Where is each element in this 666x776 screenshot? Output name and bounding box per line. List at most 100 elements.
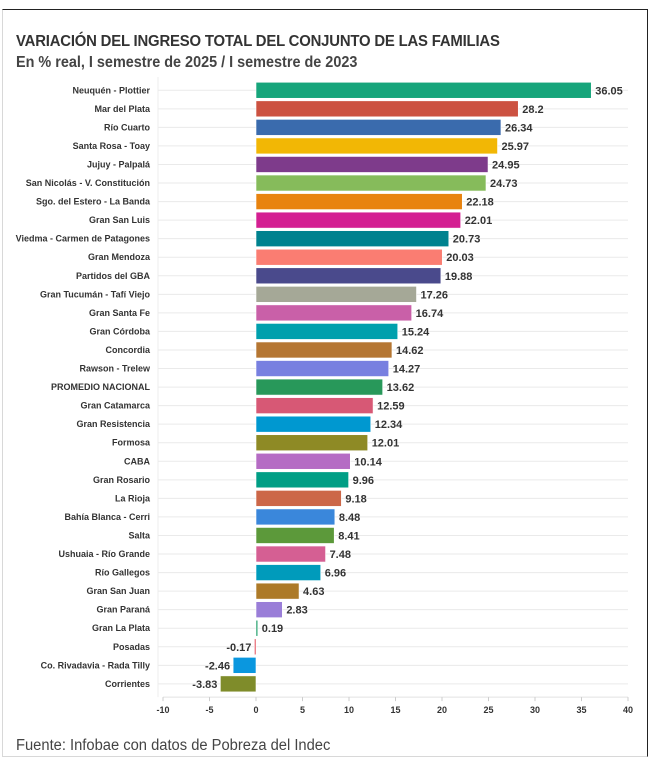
x-tick-label: 15 [390,705,400,715]
value-label: -3.83 [192,679,217,691]
bar[interactable] [255,100,519,118]
category-label: Partidos del GBA [76,271,151,281]
bar[interactable] [255,564,322,581]
category-label: San Nicolás - V. Constitución [26,178,150,188]
value-label: 14.62 [396,345,424,357]
value-label: 20.03 [446,252,474,264]
x-tick-label: -5 [205,705,213,715]
bar[interactable] [255,490,342,507]
category-label: Posadas [113,642,150,652]
category-label: Río Gallegos [95,568,150,578]
x-tick-label: 40 [623,705,633,715]
category-label: Sgo. del Estero - La Banda [36,197,151,207]
category-label: Gran Santa Fe [89,308,150,318]
category-labels: Neuquén - Plottier Mar del Plata Río Cuart… [16,85,151,689]
bar[interactable] [255,378,383,396]
category-label: Gran San Juan [86,586,150,596]
value-label: 22.01 [465,215,493,227]
category-label: Neuquén - Plottier [72,85,150,95]
bar[interactable] [255,619,259,637]
bar[interactable] [255,545,326,563]
value-label: 16.74 [416,308,444,320]
x-tick-label: 5 [300,705,305,715]
category-label: Gran Mendoza [88,252,151,262]
category-label: Gran Paraná [96,605,151,615]
bar[interactable] [255,211,461,229]
bar[interactable] [255,81,592,99]
bar[interactable] [255,248,443,266]
chart-title: VARIACIÓN DEL INGRESO TOTAL DEL CONJUNTO… [16,33,500,50]
bar[interactable] [255,230,450,247]
bar[interactable] [255,193,463,210]
category-label: Gran Catamarca [80,401,151,411]
category-label: CABA [124,456,150,466]
value-label: 9.18 [345,493,366,505]
category-label: Mar del Plata [94,104,151,114]
bar[interactable] [232,657,257,674]
bar[interactable] [255,601,283,618]
category-label: Santa Rosa - Toay [73,141,150,151]
bar[interactable] [255,267,442,285]
bar[interactable] [255,119,502,136]
bar[interactable] [255,286,417,303]
bar[interactable] [255,508,336,526]
value-label: 14.27 [393,364,421,376]
value-label: 24.95 [492,159,520,171]
value-label: 4.63 [303,586,324,598]
chart-source: Fuente: Infobae con datos de Pobreza del… [16,737,331,754]
category-label: Gran Córdoba [89,326,150,336]
value-label: 12.59 [377,401,405,413]
category-label: Salta [128,530,151,540]
x-tick-label: 25 [483,705,493,715]
bar[interactable] [220,675,257,693]
x-tick-label: 10 [344,705,354,715]
value-label: 26.34 [505,122,533,134]
x-tick-label: 20 [437,705,447,715]
bar[interactable] [255,397,374,414]
bar[interactable] [255,174,487,192]
value-labels: 36.05 28.2 26.34 25.97 24.95 24.73 22.18 22.01 2… [192,85,622,691]
category-label: Concordia [105,345,150,355]
value-label: 25.97 [502,141,530,153]
x-tick-label: -10 [156,705,169,715]
bar[interactable] [255,156,489,173]
value-label: 10.14 [354,456,382,468]
value-label: 12.01 [372,438,400,450]
value-label: 20.73 [453,234,481,246]
value-label: 8.41 [338,530,359,542]
bar[interactable] [255,582,300,600]
value-label: 13.62 [387,382,415,394]
bar[interactable] [255,323,399,340]
value-label: 28.2 [522,104,543,116]
bar[interactable] [254,638,257,656]
bar[interactable] [255,360,390,377]
bar[interactable] [255,304,412,322]
bar[interactable] [255,471,349,489]
value-label: 0.19 [262,623,283,635]
value-label: 2.83 [286,605,307,617]
x-tick-label: 30 [530,705,540,715]
category-label: Bahía Blanca - Cerri [64,512,150,522]
category-label: Corrientes [105,679,150,689]
bar[interactable] [255,527,335,544]
x-axis: -10 -5 0 5 10 15 20 25 30 35 40 [156,696,633,715]
value-label: 7.48 [330,549,351,561]
value-label: 19.88 [445,271,473,283]
category-label: Gran Resistencia [76,419,151,429]
value-label: 17.26 [421,289,449,301]
category-label: Gran San Luis [89,215,150,225]
category-label: Viedma - Carmen de Patagones [16,234,150,244]
bar[interactable] [255,341,393,359]
value-label: 15.24 [402,326,430,338]
value-label: 24.73 [490,178,518,190]
category-label: La Rioja [115,493,151,503]
bar[interactable] [255,137,498,155]
value-label: 12.34 [375,419,403,431]
bar[interactable] [255,452,351,470]
value-label: -0.17 [226,642,251,654]
x-tick-label: 35 [576,705,586,715]
value-label: 6.96 [325,568,346,580]
bar[interactable] [255,434,368,452]
bar[interactable] [255,415,372,433]
